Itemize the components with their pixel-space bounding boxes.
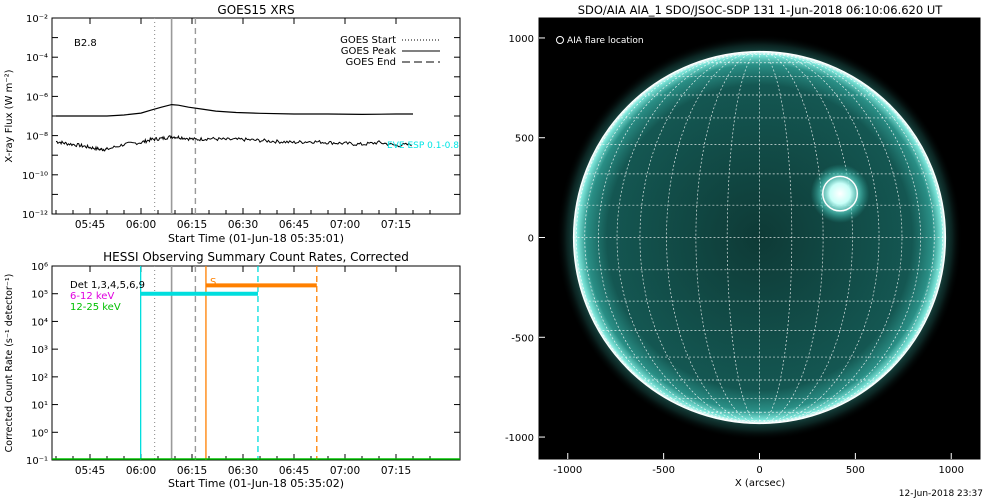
aia-image-panel: SDO/AIA AIA_1 SDO/JSOC-SDP 131 1-Jun-201… <box>505 3 981 489</box>
goes-x-axis-label: Start Time (01-Jun-18 05:35:01) <box>168 232 344 245</box>
goes-long-channel-line <box>56 103 413 117</box>
x-tick-label: 06:15 <box>177 219 207 231</box>
grid-meridian <box>759 51 824 424</box>
goes-y-axis-label: X-ray Flux (W m⁻²) <box>4 69 15 162</box>
hessi-x-axis-label: Start Time (01-Jun-18 05:35:02) <box>168 477 344 490</box>
grid-meridian <box>759 51 853 424</box>
hessi-x-ticks: 05:45 06:00 06:15 06:30 06:45 07:00 07:15 <box>55 266 431 477</box>
legend-goes-end: GOES End <box>346 57 396 68</box>
flare-emission <box>810 164 870 223</box>
x-tick-label: 05:45 <box>75 465 105 477</box>
aia-y-ticks: -1000 -500 0 500 1000 <box>505 34 545 444</box>
y-tick-label: 10³ <box>31 345 48 356</box>
y-tick-label: 10⁻⁸ <box>26 132 48 143</box>
grid-meridian <box>759 51 793 424</box>
aia-x-ticks: -1000 -500 0 500 1000 <box>553 453 964 476</box>
hessi-y-ticks: 10⁻¹ 10⁰ 10¹ 10² 10³ 10⁴ 10⁵ 10⁶ <box>26 262 460 467</box>
y-tick-label: 10¹ <box>31 401 48 412</box>
hessi-chart-title: HESSI Observing Summary Count Rates, Cor… <box>103 250 409 264</box>
x-tick-label: 05:45 <box>75 219 105 231</box>
y-tick-label: 10⁻² <box>26 14 48 25</box>
goes-event-lines <box>154 18 197 214</box>
aia-legend: AIA flare location <box>556 36 644 46</box>
grid-meridian <box>759 51 921 424</box>
y-tick-label: 10² <box>31 373 48 384</box>
goes-xrs-panel: GOES15 XRS 05:45 06:00 06:15 06:30 06:45 07:0… <box>4 3 461 245</box>
legend-12-25-kev: 12-25 keV <box>70 302 121 313</box>
x-tick-label: 06:30 <box>228 219 258 231</box>
x-tick-label: 07:15 <box>381 465 411 477</box>
hessi-legend: Det 1,3,4,5,6,9 6-12 keV 12-25 keV <box>70 280 145 313</box>
x-tick-label: 07:00 <box>330 465 360 477</box>
aia-legend-label: AIA flare location <box>567 36 644 46</box>
hessi-y-axis-label: Corrected Count Rate (s⁻¹ detector⁻¹) <box>4 274 15 453</box>
y-tick-label: 1000 <box>509 34 534 45</box>
y-tick-label: 10⁻¹ <box>26 456 48 467</box>
x-tick-label: 06:45 <box>279 465 309 477</box>
hessi-annotation: S <box>210 277 216 288</box>
goes-y-ticks: 10⁻¹² 10⁻¹⁰ 10⁻⁸ 10⁻⁶ 10⁻⁴ 10⁻² <box>22 14 460 221</box>
x-tick-label: 06:30 <box>228 465 258 477</box>
grid-meridian <box>639 51 760 424</box>
hessi-event-lines <box>154 266 197 460</box>
y-tick-label: 10⁵ <box>31 290 48 301</box>
legend-goes-start: GOES Start <box>340 35 396 46</box>
x-tick-label: 1000 <box>939 465 964 476</box>
flare-legend-icon <box>556 36 564 44</box>
goes-chart-title: GOES15 XRS <box>217 3 294 17</box>
legend-goes-peak: GOES Peak <box>341 46 396 57</box>
hessi-markers <box>140 266 318 460</box>
flare-location-circle <box>822 175 859 212</box>
y-tick-label: 10⁻⁶ <box>26 92 48 103</box>
y-tick-label: 10⁰ <box>31 428 48 439</box>
eve-series-label: EVE ESP 0.1-0.8 <box>387 141 459 151</box>
solar-limb <box>572 50 947 425</box>
legend-detectors: Det 1,3,4,5,6,9 <box>70 280 145 291</box>
grid-meridian <box>576 51 760 424</box>
y-tick-label: 0 <box>528 234 534 245</box>
legend-6-12-kev: 6-12 keV <box>70 291 114 302</box>
grid-meridian <box>759 51 880 424</box>
aia-x-axis-label: X (arcsec) <box>735 478 785 489</box>
x-tick-label: 07:15 <box>381 219 411 231</box>
goes-x-ticks: 05:45 06:00 06:15 06:30 06:45 07:00 07:15 <box>55 18 431 231</box>
y-tick-label: 500 <box>515 134 534 145</box>
x-tick-label: -500 <box>652 465 675 476</box>
x-tick-label: 0 <box>756 465 762 476</box>
hessi-segments <box>52 283 460 460</box>
grid-meridian <box>759 51 935 424</box>
hessi-panel: HESSI Observing Summary Count Rates, Cor… <box>4 250 461 490</box>
y-tick-label: -1000 <box>505 433 534 444</box>
goes-series <box>55 103 413 152</box>
date-stamp: 12-Jun-2018 23:37 <box>899 489 983 499</box>
goes-short-channel-line <box>55 134 412 152</box>
x-tick-label: 06:00 <box>126 465 156 477</box>
x-tick-label: 06:00 <box>126 219 156 231</box>
grid-meridian <box>584 51 760 424</box>
x-tick-label: 06:15 <box>177 465 207 477</box>
goes-legend: GOES Start GOES Peak GOES End <box>340 35 440 68</box>
heliographic-grid <box>573 51 946 424</box>
x-tick-label: 500 <box>846 465 865 476</box>
y-tick-label: 10⁴ <box>31 317 48 328</box>
hessi-plot-frame <box>51 265 461 461</box>
y-tick-label: 10⁻¹² <box>22 210 48 221</box>
x-tick-label: 06:45 <box>279 219 309 231</box>
y-tick-label: 10⁻⁴ <box>26 53 48 64</box>
y-tick-label: -500 <box>511 333 534 344</box>
goes-flare-class: B2.8 <box>74 38 97 49</box>
aia-image-title: SDO/AIA AIA_1 SDO/JSOC-SDP 131 1-Jun-201… <box>578 3 944 17</box>
grid-meridian <box>695 51 760 424</box>
x-tick-label: 07:00 <box>330 219 360 231</box>
y-tick-label: 10⁶ <box>31 262 48 273</box>
x-tick-label: -1000 <box>553 465 582 476</box>
y-tick-label: 10⁻¹⁰ <box>22 171 48 182</box>
